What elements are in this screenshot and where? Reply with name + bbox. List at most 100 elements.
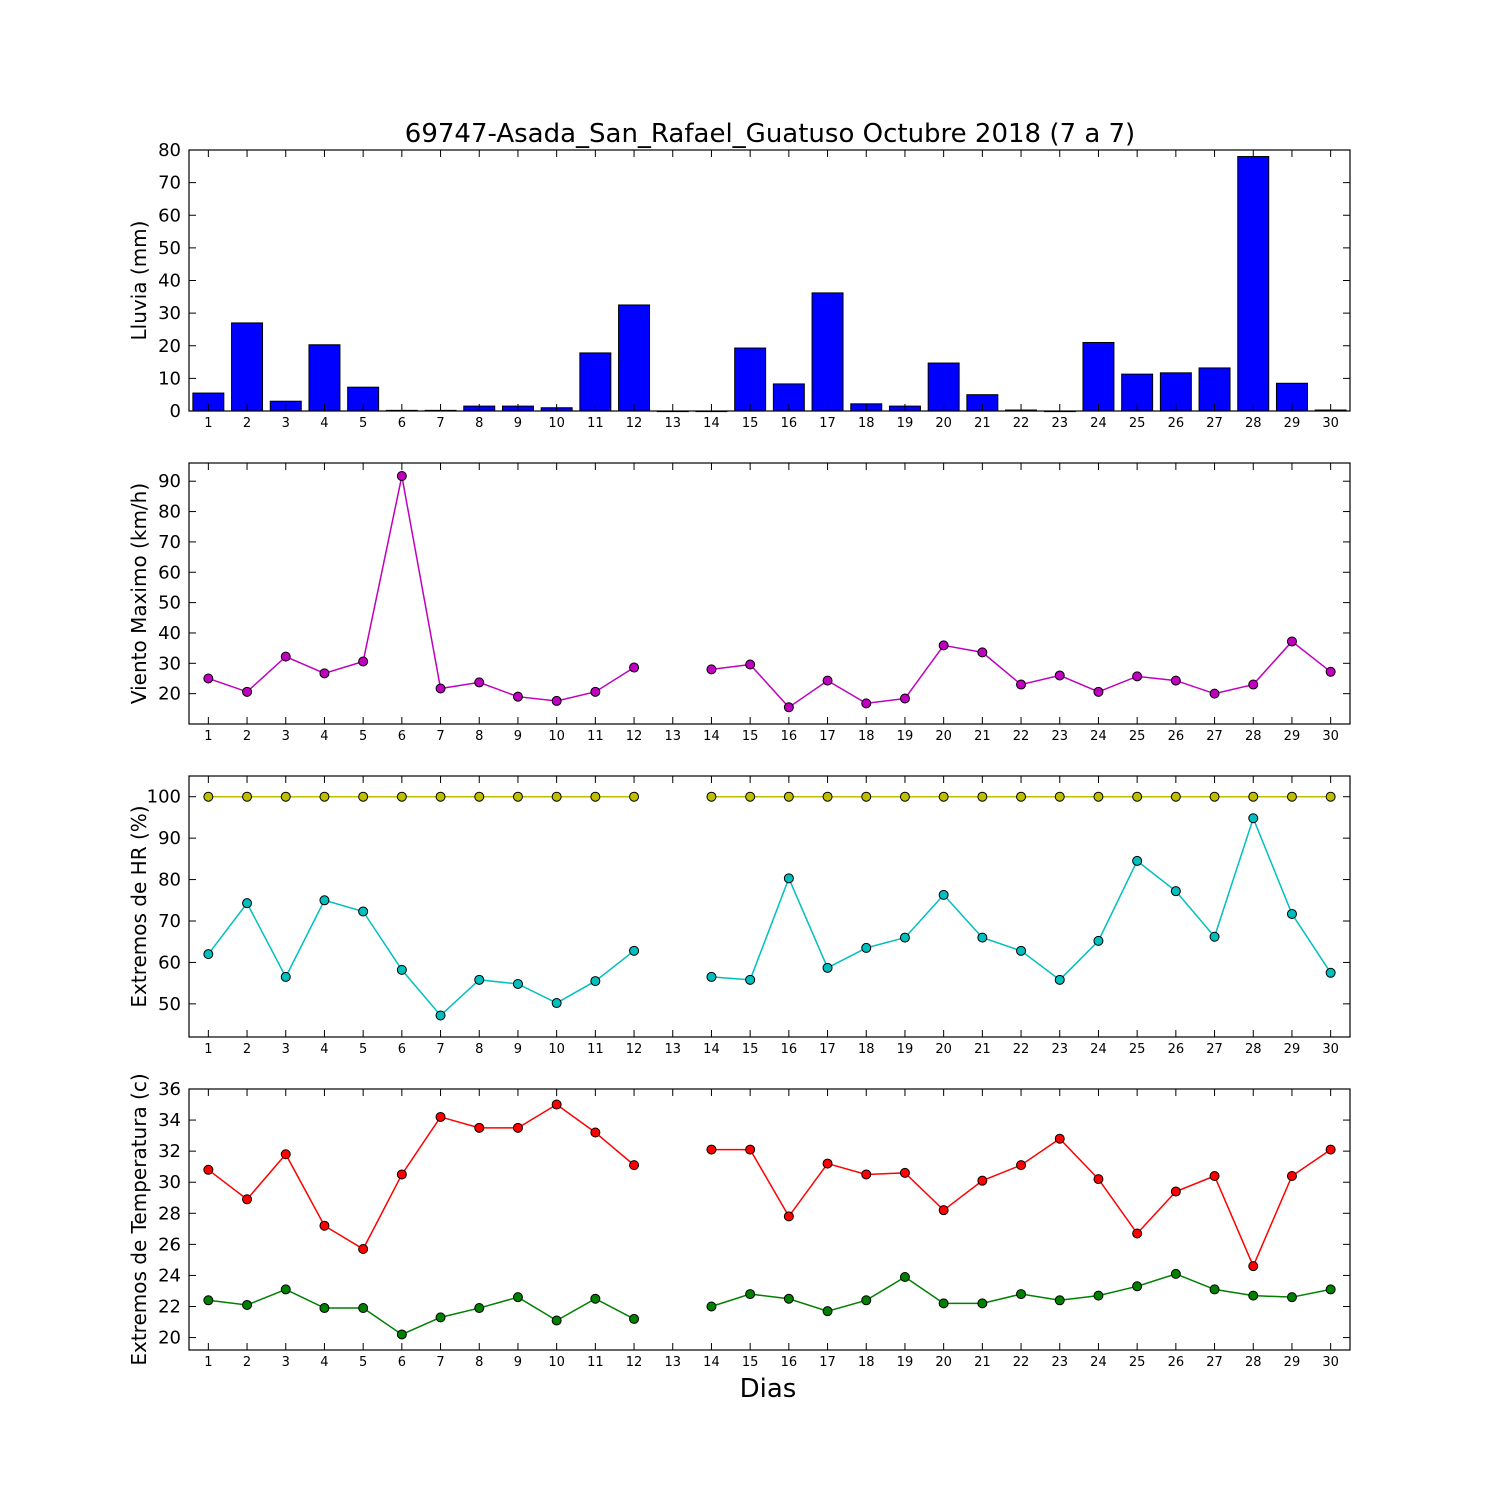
humidity-xtick-label: 15 — [742, 1042, 759, 1057]
rain-xtick-label: 2 — [243, 416, 251, 431]
wind-series-0-point-day-3 — [280, 651, 291, 662]
temperature-xtick-label: 21 — [974, 1355, 991, 1370]
temperature-series-1-point-day-19 — [899, 1271, 910, 1282]
wind-xtick-label: 25 — [1129, 729, 1146, 744]
temperature-xtick-label: 3 — [282, 1355, 290, 1370]
humidity-series-1-point-day-30 — [1325, 967, 1336, 978]
humidity-xtick-label: 22 — [1013, 1042, 1030, 1057]
rain-xtick-label: 29 — [1284, 416, 1301, 431]
humidity-series-1-point-day-9 — [512, 978, 523, 989]
wind-series-0-point-day-20 — [938, 640, 949, 651]
wind-xtick-label: 20 — [935, 729, 952, 744]
wind-xtick-label: 5 — [359, 729, 367, 744]
temperature-series-1-point-day-17 — [822, 1306, 833, 1317]
wind-series-0-point-day-14 — [706, 664, 717, 675]
humidity-xtick-label: 30 — [1322, 1042, 1339, 1057]
temperature-xtick-label: 11 — [587, 1355, 604, 1370]
humidity-series-0-point-day-29 — [1286, 791, 1297, 802]
rain-bar-day-24 — [1082, 341, 1115, 412]
rain-xtick-label: 23 — [1051, 416, 1068, 431]
temperature-series-1-point-day-14 — [706, 1301, 717, 1312]
humidity-xtick-label: 19 — [897, 1042, 914, 1057]
rain-ytick-label: 20 — [158, 336, 181, 357]
wind-xtick-label: 22 — [1013, 729, 1030, 744]
humidity-series-0-point-day-16 — [783, 791, 794, 802]
humidity-series-0-point-day-26 — [1170, 791, 1181, 802]
rain-xtick-label: 14 — [703, 416, 720, 431]
rain-xtick-label: 6 — [398, 416, 406, 431]
temperature-series-0-point-day-22 — [1016, 1160, 1027, 1171]
wind-xtick-label: 15 — [742, 729, 759, 744]
wind-ytick-label: 70 — [158, 532, 181, 553]
humidity-xtick-label: 7 — [436, 1042, 444, 1057]
temperature-series-1-point-day-27 — [1209, 1284, 1220, 1295]
temperature-series-1-point-day-23 — [1054, 1295, 1065, 1306]
rain-bar-day-15 — [734, 347, 767, 412]
temperature-series-1-point-day-20 — [938, 1298, 949, 1309]
humidity-series-0-point-day-19 — [899, 791, 910, 802]
wind-series-0-point-day-5 — [358, 656, 369, 667]
rain-xtick-label: 18 — [858, 416, 875, 431]
humidity-series-1-point-day-27 — [1209, 931, 1220, 942]
wind-series-0-line — [208, 475, 635, 702]
temperature-series-1-point-day-6 — [396, 1329, 407, 1340]
temperature-xtick-label: 18 — [858, 1355, 875, 1370]
wind-series-0-point-day-6 — [396, 471, 407, 482]
temperature-series-1-point-day-7 — [435, 1312, 446, 1323]
wind-series-0-point-day-2 — [242, 686, 253, 697]
rain-xtick-label: 17 — [819, 416, 836, 431]
humidity-series-0-point-day-9 — [512, 791, 523, 802]
humidity-series-1-point-day-28 — [1248, 813, 1259, 824]
rain-xtick-label: 13 — [664, 416, 681, 431]
humidity-series-0-point-day-2 — [242, 791, 253, 802]
humidity-xtick-label: 23 — [1051, 1042, 1068, 1057]
humidity-series-1-point-day-11 — [590, 976, 601, 987]
wind-xtick-label: 24 — [1090, 729, 1107, 744]
rain-xtick-label: 27 — [1206, 416, 1223, 431]
rain-xtick-label: 1 — [204, 416, 212, 431]
humidity-series-0-point-day-7 — [435, 791, 446, 802]
humidity-series-1-point-day-22 — [1016, 945, 1027, 956]
humidity-xtick-label: 17 — [819, 1042, 836, 1057]
wind-series-0-point-day-19 — [899, 693, 910, 704]
humidity-series-0-point-day-20 — [938, 791, 949, 802]
rain-bar-day-11 — [579, 352, 612, 412]
humidity-series-1-point-day-15 — [745, 974, 756, 985]
temperature-xtick-label: 16 — [781, 1355, 798, 1370]
rain-xtick-label: 10 — [548, 416, 565, 431]
humidity-series-1-point-day-10 — [551, 998, 562, 1009]
temperature-series-0-point-day-21 — [977, 1175, 988, 1186]
rain-ytick-label: 10 — [158, 368, 181, 389]
rain-xtick-label: 5 — [359, 416, 367, 431]
humidity-xtick-label: 28 — [1245, 1042, 1262, 1057]
humidity-xtick-label: 1 — [204, 1042, 212, 1057]
humidity-series-0-point-day-10 — [551, 791, 562, 802]
temperature-series-0-point-day-27 — [1209, 1171, 1220, 1181]
wind-xtick-label: 10 — [548, 729, 565, 744]
rain-plot-frame — [188, 149, 1351, 412]
rain-xtick-label: 19 — [897, 416, 914, 431]
rain-ytick-label: 30 — [158, 303, 181, 324]
humidity-series-1-point-day-14 — [706, 971, 717, 982]
rain-bar-day-17 — [811, 292, 844, 412]
wind-series-0-point-day-22 — [1016, 679, 1027, 690]
rain-xtick-label: 15 — [742, 416, 759, 431]
humidity-plot-frame — [188, 775, 1351, 1038]
rain-xtick-label: 30 — [1322, 416, 1339, 431]
temperature-series-1-point-day-5 — [358, 1303, 369, 1314]
temperature-series-0-point-day-15 — [745, 1144, 756, 1155]
humidity-series-1-point-day-23 — [1054, 974, 1065, 985]
rain-y-axis-label: Lluvia (mm) — [127, 221, 151, 341]
humidity-series-0-point-day-30 — [1325, 791, 1336, 802]
temperature-series-1-point-day-29 — [1286, 1292, 1297, 1303]
rain-xtick-label: 7 — [436, 416, 444, 431]
humidity-series-0-point-day-5 — [358, 791, 369, 802]
temperature-xtick-label: 28 — [1245, 1355, 1262, 1370]
wind-series-0-point-day-17 — [822, 675, 833, 686]
rain-bar-day-27 — [1198, 367, 1231, 412]
humidity-series-1-point-day-7 — [435, 1010, 446, 1021]
temperature-xtick-label: 19 — [897, 1355, 914, 1370]
wind-series-0-point-day-4 — [319, 668, 330, 679]
wind-xtick-label: 6 — [398, 729, 406, 744]
